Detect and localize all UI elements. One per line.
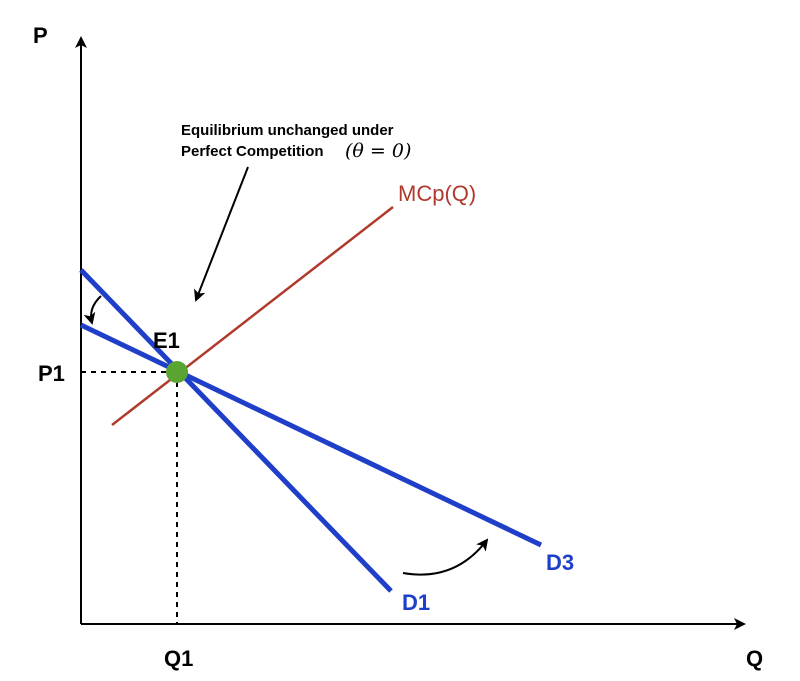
marginal-cost-curve — [111, 206, 394, 426]
equilibrium-label: E1 — [153, 328, 180, 353]
demand-curve-d3 — [79, 322, 543, 548]
demand-d1-label: D1 — [402, 590, 430, 615]
pointer-arrow-icon — [194, 166, 249, 302]
x-axis-label: Q — [746, 646, 763, 671]
rotation-arrow-icon — [402, 538, 489, 576]
y-axis-label: P — [33, 23, 48, 48]
demand-d3-label: D3 — [546, 550, 574, 575]
annotation-line-1: Equilibrium unchanged under — [181, 122, 394, 139]
quantity-tick-label: Q1 — [164, 646, 193, 671]
equilibrium-point — [166, 361, 188, 383]
annotation-math: (θ = 0) — [345, 140, 411, 162]
price-tick-label: P1 — [38, 361, 65, 386]
annotation-line-2: Perfect Competition — [181, 143, 324, 160]
annotation-line-2-text: Perfect Competition — [181, 143, 324, 160]
demand-curve-d1 — [79, 268, 393, 593]
marginal-cost-label: MCp(Q) — [398, 181, 476, 206]
rotation-arrow-icon — [83, 295, 102, 325]
